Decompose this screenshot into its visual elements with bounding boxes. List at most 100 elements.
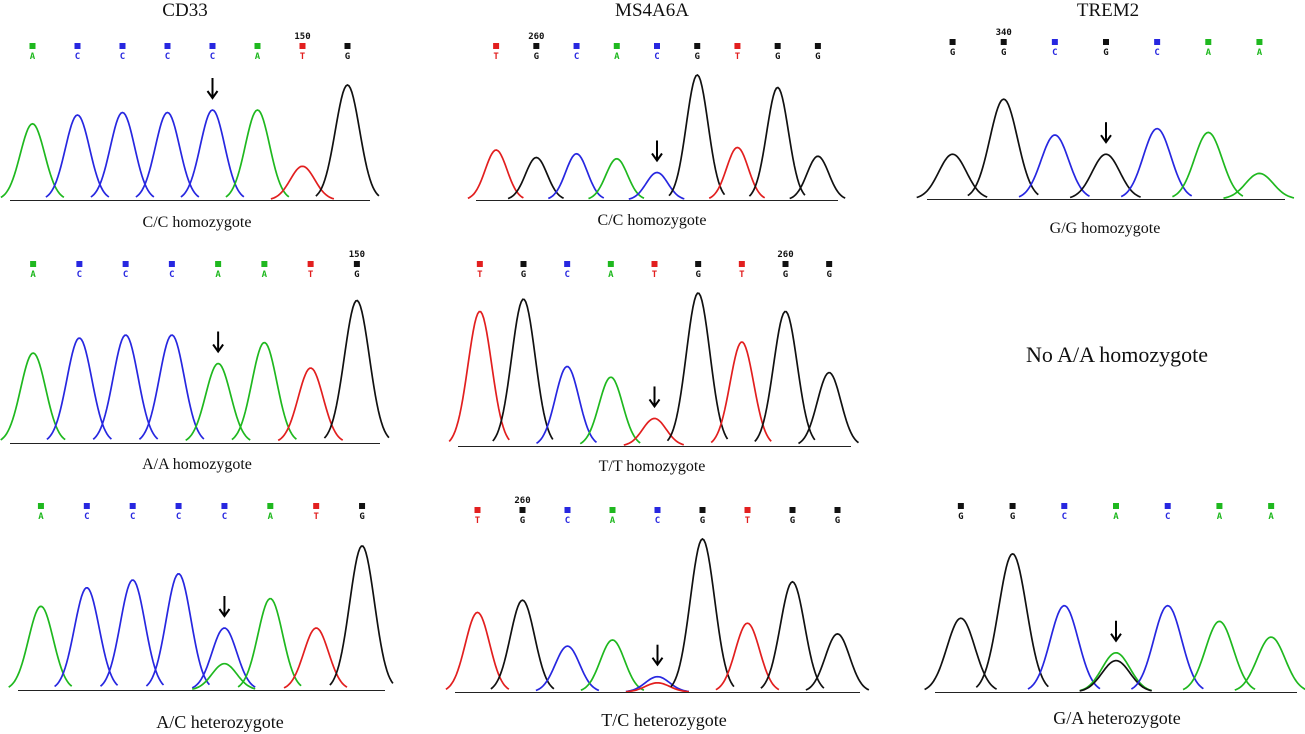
base-letter: G — [1001, 48, 1006, 58]
base-letter: C — [1062, 512, 1067, 522]
trace-peak — [710, 341, 772, 444]
trace-peak — [448, 310, 510, 442]
trace-peak — [99, 579, 165, 687]
column-title-trem2: TREM2 — [1076, 0, 1140, 21]
base-letter: A — [268, 512, 274, 522]
trace-peak — [760, 580, 825, 689]
position-label: 150 — [294, 32, 310, 42]
base-letter: T — [477, 270, 483, 280]
trace-peak — [45, 114, 110, 198]
variant-arrow — [218, 596, 231, 618]
caption-cd33-cc: C/C homozygote — [142, 214, 252, 231]
caption-trem2-ga: G/A heterozygote — [1053, 708, 1181, 728]
base-marker — [1061, 503, 1068, 509]
column-title-ms4a6a: MS4A6A — [615, 0, 689, 21]
trace-peak — [180, 109, 245, 198]
variant-arrow — [206, 78, 219, 100]
base-letter: A — [30, 270, 36, 280]
base-marker — [215, 261, 222, 267]
trace-peak — [46, 337, 112, 441]
trace-peak — [625, 675, 690, 693]
trace-peak — [270, 165, 335, 200]
trace-peak — [1172, 131, 1244, 198]
base-letter: C — [123, 270, 128, 280]
caption-ms4a6a-tc: T/C heterozygote — [601, 710, 727, 730]
base-marker — [564, 261, 571, 267]
base-letter: A — [262, 270, 268, 280]
trace-peak — [191, 627, 256, 689]
trace-peak — [192, 662, 256, 690]
base-marker — [1103, 39, 1109, 45]
trace-peak — [715, 622, 780, 691]
base-marker — [299, 43, 306, 49]
trace-peak — [225, 109, 290, 198]
caption-cd33-aa: A/A homozygote — [142, 456, 252, 473]
chromatogram-svg: A C C C C A T G 150 — [0, 32, 380, 201]
base-marker — [789, 507, 796, 513]
trace-peak — [1079, 659, 1152, 692]
base-letter: G — [950, 48, 955, 58]
base-marker — [307, 261, 314, 267]
base-letter: G — [815, 52, 820, 62]
trace-peak — [666, 292, 729, 442]
base-letter: G — [359, 512, 364, 522]
caption-ms4a6a-cc: C/C homozygote — [597, 212, 707, 229]
trace-peak — [445, 611, 510, 691]
base-letter: C — [655, 516, 660, 526]
base-letter: C — [130, 512, 135, 522]
base-letter: G — [775, 52, 780, 62]
base-marker — [738, 261, 745, 267]
base-letter: C — [574, 52, 579, 62]
base-marker — [1164, 503, 1171, 509]
base-marker — [654, 43, 660, 49]
panel-ms4a6a-tt: T G C A T G T G G 260 — [448, 248, 860, 451]
base-marker — [651, 261, 658, 267]
base-letter: G — [695, 270, 700, 280]
base-letter: G — [835, 516, 840, 526]
base-letter: G — [534, 52, 539, 62]
trace-peak — [1223, 172, 1295, 199]
base-letter: C — [1052, 48, 1057, 58]
trace-peak — [92, 334, 159, 440]
panel-ms4a6a-tc: T G C A C G T G G 260 — [445, 494, 870, 697]
base-letter: A — [1113, 512, 1119, 522]
base-marker — [83, 503, 90, 509]
variant-arrow — [648, 386, 661, 409]
base-marker — [37, 503, 44, 509]
base-letter: A — [608, 270, 614, 280]
position-label: 260 — [777, 250, 793, 260]
base-marker — [119, 43, 126, 49]
base-marker — [1268, 503, 1275, 509]
base-marker — [261, 261, 268, 267]
trace-peak — [490, 599, 555, 690]
base-marker — [221, 503, 228, 509]
base-marker — [699, 507, 706, 513]
base-marker — [313, 503, 320, 509]
trace-peak — [185, 362, 251, 442]
trace-peak — [975, 552, 1049, 688]
base-marker — [1256, 39, 1263, 45]
base-marker — [359, 503, 366, 509]
base-letter: A — [1257, 48, 1263, 58]
base-marker — [519, 507, 526, 513]
base-letter: C — [77, 270, 82, 280]
base-letter: G — [695, 52, 700, 62]
position-label: 260 — [514, 496, 530, 506]
trace-peak — [1234, 636, 1305, 691]
base-letter: A — [1206, 48, 1212, 58]
base-letter: T — [735, 52, 741, 62]
position-label: 260 — [528, 32, 544, 42]
trace-peak — [329, 545, 394, 686]
panel-cd33-cc: A C C C C A T G 150 — [0, 30, 380, 205]
base-marker — [122, 261, 129, 267]
base-marker — [30, 261, 37, 267]
trace-peak — [90, 111, 155, 198]
base-marker — [1205, 39, 1212, 45]
trace-peak — [967, 98, 1039, 197]
base-marker — [209, 43, 216, 49]
base-marker — [744, 507, 751, 513]
base-marker — [814, 43, 821, 49]
trace-peak — [580, 639, 645, 691]
trace-peak — [135, 111, 200, 198]
